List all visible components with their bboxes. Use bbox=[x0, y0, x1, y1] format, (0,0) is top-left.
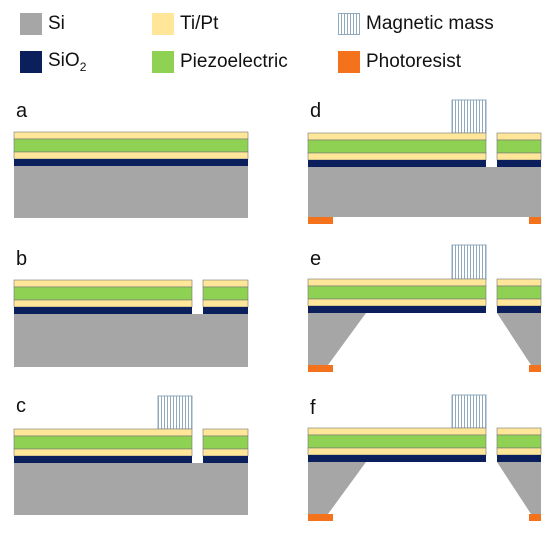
photoresist-right bbox=[529, 365, 541, 372]
bottom-electrode-left bbox=[14, 300, 192, 307]
sio2-layer-right bbox=[497, 160, 541, 167]
panel-label-a: a bbox=[16, 100, 28, 122]
sio2-layer-left bbox=[308, 306, 486, 313]
si-substrate bbox=[14, 314, 248, 367]
photoresist-right bbox=[529, 514, 541, 521]
magnetic-mass bbox=[452, 100, 486, 133]
panel-b: b bbox=[14, 248, 248, 367]
panel-label-f: f bbox=[310, 397, 316, 419]
bottom-electrode-left bbox=[308, 153, 486, 160]
sio2-layer-left bbox=[14, 307, 192, 314]
piezo-layer-left bbox=[14, 287, 192, 300]
sio2-layer-left bbox=[14, 456, 192, 463]
si-substrate bbox=[14, 166, 248, 218]
magnetic-mass bbox=[452, 245, 486, 279]
top-electrode-right bbox=[203, 280, 248, 287]
photoresist-left bbox=[308, 514, 333, 521]
si-substrate bbox=[308, 167, 541, 217]
panel-label-d: d bbox=[310, 100, 321, 122]
top-electrode-left bbox=[308, 428, 486, 435]
piezo-layer bbox=[14, 139, 248, 152]
si-frame-right bbox=[497, 462, 541, 514]
panel-a: a bbox=[14, 100, 248, 218]
sio2-layer-right bbox=[497, 306, 541, 313]
si-substrate bbox=[14, 463, 248, 515]
panel-c: c bbox=[14, 395, 248, 515]
piezo-layer-left bbox=[308, 140, 486, 153]
piezo-layer-left bbox=[308, 435, 486, 448]
panel-f: f bbox=[308, 395, 541, 521]
si-frame-left bbox=[308, 313, 366, 365]
photoresist-right bbox=[529, 217, 541, 224]
piezo-layer-left bbox=[308, 286, 486, 299]
bottom-electrode-right bbox=[203, 300, 248, 307]
panel-label-b: b bbox=[16, 248, 27, 270]
photoresist-left bbox=[308, 217, 333, 224]
panel-e: e bbox=[308, 245, 541, 372]
panel-label-c: c bbox=[16, 395, 26, 417]
bottom-electrode-right bbox=[203, 449, 248, 456]
top-electrode-left bbox=[14, 429, 192, 436]
piezo-layer-right bbox=[497, 140, 541, 153]
si-frame-right bbox=[497, 313, 541, 365]
bottom-electrode bbox=[14, 152, 248, 159]
top-electrode-right bbox=[497, 428, 541, 435]
top-electrode bbox=[14, 132, 248, 139]
sio2-layer-right bbox=[497, 455, 541, 462]
panel-d: d bbox=[308, 100, 541, 224]
bottom-electrode-left bbox=[308, 448, 486, 455]
sio2-layer-right bbox=[203, 456, 248, 463]
top-electrode-left bbox=[308, 279, 486, 286]
sio2-layer bbox=[14, 159, 248, 166]
piezo-layer-left bbox=[14, 436, 192, 449]
panel-label-e: e bbox=[310, 248, 321, 270]
sio2-layer-right bbox=[203, 307, 248, 314]
top-electrode-left bbox=[308, 133, 486, 140]
top-electrode-right bbox=[203, 429, 248, 436]
magnetic-mass bbox=[158, 396, 192, 429]
piezo-layer-right bbox=[203, 436, 248, 449]
piezo-layer-right bbox=[203, 287, 248, 300]
piezo-layer-right bbox=[497, 286, 541, 299]
bottom-electrode-left bbox=[308, 299, 486, 306]
piezo-layer-right bbox=[497, 435, 541, 448]
top-electrode-right bbox=[497, 133, 541, 140]
magnetic-mass bbox=[452, 395, 486, 428]
top-electrode-right bbox=[497, 279, 541, 286]
sio2-layer-left bbox=[308, 160, 486, 167]
top-electrode-left bbox=[14, 280, 192, 287]
photoresist-left bbox=[308, 365, 333, 372]
sio2-layer-left bbox=[308, 455, 486, 462]
bottom-electrode-right bbox=[497, 448, 541, 455]
bottom-electrode-right bbox=[497, 299, 541, 306]
si-frame-left bbox=[308, 462, 366, 514]
bottom-electrode-right bbox=[497, 153, 541, 160]
bottom-electrode-left bbox=[14, 449, 192, 456]
